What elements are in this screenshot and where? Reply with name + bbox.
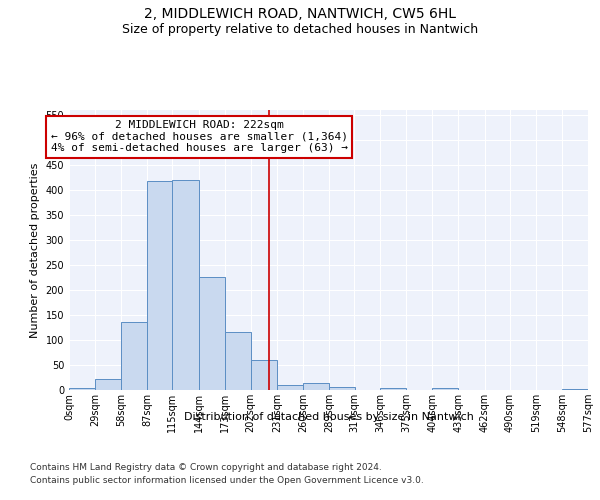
Text: 2 MIDDLEWICH ROAD: 222sqm
← 96% of detached houses are smaller (1,364)
4% of sem: 2 MIDDLEWICH ROAD: 222sqm ← 96% of detac…	[51, 120, 348, 153]
Bar	[224, 332, 251, 390]
Bar	[329, 386, 355, 390]
Text: 2, MIDDLEWICH ROAD, NANTWICH, CW5 6HL: 2, MIDDLEWICH ROAD, NANTWICH, CW5 6HL	[144, 8, 456, 22]
Bar	[251, 360, 277, 390]
Bar	[121, 322, 147, 390]
Bar	[147, 181, 173, 390]
Bar	[172, 180, 199, 390]
Bar	[69, 388, 95, 390]
Text: Distribution of detached houses by size in Nantwich: Distribution of detached houses by size …	[184, 412, 474, 422]
Text: Contains public sector information licensed under the Open Government Licence v3: Contains public sector information licen…	[30, 476, 424, 485]
Text: Contains HM Land Registry data © Crown copyright and database right 2024.: Contains HM Land Registry data © Crown c…	[30, 464, 382, 472]
Bar	[380, 388, 406, 390]
Bar	[303, 383, 329, 390]
Bar	[433, 388, 458, 390]
Bar	[95, 379, 121, 390]
Text: Size of property relative to detached houses in Nantwich: Size of property relative to detached ho…	[122, 22, 478, 36]
Bar	[277, 385, 303, 390]
Bar	[562, 388, 588, 390]
Bar	[199, 277, 224, 390]
Y-axis label: Number of detached properties: Number of detached properties	[30, 162, 40, 338]
